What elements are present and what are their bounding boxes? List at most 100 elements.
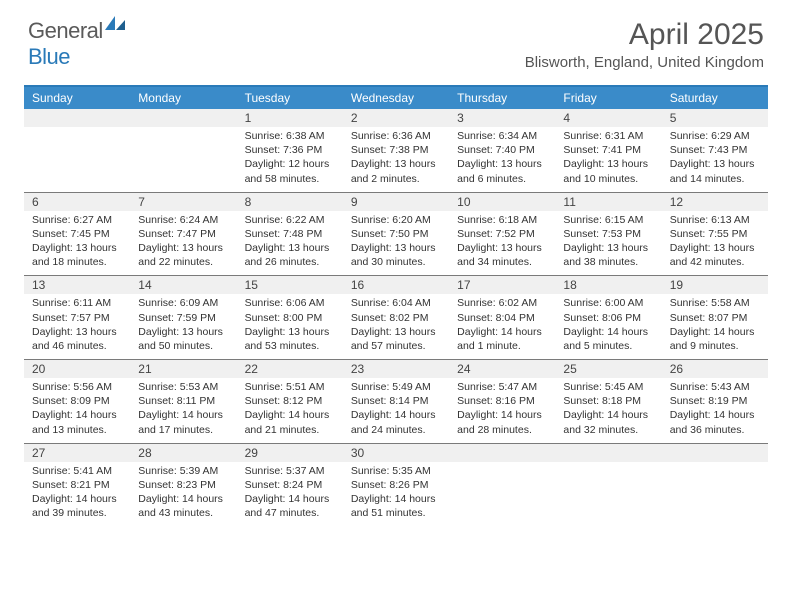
- day-cell: 22Sunrise: 5:51 AMSunset: 8:12 PMDayligh…: [237, 360, 343, 443]
- logo-sail-icon: [105, 12, 127, 38]
- day-cell: 7Sunrise: 6:24 AMSunset: 7:47 PMDaylight…: [130, 193, 236, 276]
- sunrise-line: Sunrise: 5:45 AM: [563, 380, 653, 394]
- day-number: 26: [662, 360, 768, 378]
- sunset-line: Sunset: 7:40 PM: [457, 143, 547, 157]
- sunrise-line: Sunrise: 6:27 AM: [32, 213, 122, 227]
- sunset-line: Sunset: 7:55 PM: [670, 227, 760, 241]
- day-data: Sunrise: 6:38 AMSunset: 7:36 PMDaylight:…: [237, 127, 343, 192]
- header: General Blue April 2025 Blisworth, Engla…: [0, 0, 792, 79]
- day-cell: 15Sunrise: 6:06 AMSunset: 8:00 PMDayligh…: [237, 276, 343, 359]
- sunset-line: Sunset: 8:12 PM: [245, 394, 335, 408]
- daylight-line: Daylight: 14 hours and 51 minutes.: [351, 492, 441, 520]
- day-data: [24, 127, 130, 185]
- day-number: 8: [237, 193, 343, 211]
- day-number: 2: [343, 109, 449, 127]
- daylight-line: Daylight: 13 hours and 26 minutes.: [245, 241, 335, 269]
- day-number: 28: [130, 444, 236, 462]
- day-cell: [24, 109, 130, 192]
- daylight-line: Daylight: 13 hours and 14 minutes.: [670, 157, 760, 185]
- day-number: 13: [24, 276, 130, 294]
- daylight-line: Daylight: 14 hours and 21 minutes.: [245, 408, 335, 436]
- month-title: April 2025: [525, 18, 764, 52]
- daylight-line: Daylight: 13 hours and 22 minutes.: [138, 241, 228, 269]
- day-number: 21: [130, 360, 236, 378]
- day-cell: 2Sunrise: 6:36 AMSunset: 7:38 PMDaylight…: [343, 109, 449, 192]
- logo-text: General Blue: [28, 18, 127, 70]
- sunset-line: Sunset: 7:36 PM: [245, 143, 335, 157]
- day-cell: 3Sunrise: 6:34 AMSunset: 7:40 PMDaylight…: [449, 109, 555, 192]
- day-cell: 6Sunrise: 6:27 AMSunset: 7:45 PMDaylight…: [24, 193, 130, 276]
- day-number: 7: [130, 193, 236, 211]
- sunrise-line: Sunrise: 6:13 AM: [670, 213, 760, 227]
- sunrise-line: Sunrise: 6:20 AM: [351, 213, 441, 227]
- day-data: Sunrise: 5:47 AMSunset: 8:16 PMDaylight:…: [449, 378, 555, 443]
- day-number: [449, 444, 555, 462]
- daylight-line: Daylight: 14 hours and 39 minutes.: [32, 492, 122, 520]
- day-data: Sunrise: 5:58 AMSunset: 8:07 PMDaylight:…: [662, 294, 768, 359]
- day-cell: 17Sunrise: 6:02 AMSunset: 8:04 PMDayligh…: [449, 276, 555, 359]
- sunrise-line: Sunrise: 5:43 AM: [670, 380, 760, 394]
- sunrise-line: Sunrise: 5:37 AM: [245, 464, 335, 478]
- day-cell: 21Sunrise: 5:53 AMSunset: 8:11 PMDayligh…: [130, 360, 236, 443]
- day-data: Sunrise: 5:56 AMSunset: 8:09 PMDaylight:…: [24, 378, 130, 443]
- day-data: Sunrise: 6:24 AMSunset: 7:47 PMDaylight:…: [130, 211, 236, 276]
- day-data: Sunrise: 6:13 AMSunset: 7:55 PMDaylight:…: [662, 211, 768, 276]
- day-data: Sunrise: 6:29 AMSunset: 7:43 PMDaylight:…: [662, 127, 768, 192]
- daylight-line: Daylight: 14 hours and 5 minutes.: [563, 325, 653, 353]
- sunrise-line: Sunrise: 6:00 AM: [563, 296, 653, 310]
- day-number: 3: [449, 109, 555, 127]
- day-cell: [130, 109, 236, 192]
- day-data: [555, 462, 661, 520]
- logo-word-blue: Blue: [28, 44, 70, 69]
- day-number: 20: [24, 360, 130, 378]
- day-data: Sunrise: 5:37 AMSunset: 8:24 PMDaylight:…: [237, 462, 343, 527]
- day-cell: 16Sunrise: 6:04 AMSunset: 8:02 PMDayligh…: [343, 276, 449, 359]
- day-number: 6: [24, 193, 130, 211]
- day-cell: 20Sunrise: 5:56 AMSunset: 8:09 PMDayligh…: [24, 360, 130, 443]
- day-cell: 18 Sunrise: 6:00 AMSunset: 8:06 PMDayligh…: [555, 276, 661, 359]
- day-data: Sunrise: 5:45 AMSunset: 8:18 PMDaylight:…: [555, 378, 661, 443]
- day-header: Friday: [555, 87, 661, 109]
- sunset-line: Sunset: 8:26 PM: [351, 478, 441, 492]
- day-cell: 26Sunrise: 5:43 AMSunset: 8:19 PMDayligh…: [662, 360, 768, 443]
- daylight-line: Daylight: 13 hours and 6 minutes.: [457, 157, 547, 185]
- daylight-line: Daylight: 13 hours and 57 minutes.: [351, 325, 441, 353]
- day-number: 9: [343, 193, 449, 211]
- day-cell: 9Sunrise: 6:20 AMSunset: 7:50 PMDaylight…: [343, 193, 449, 276]
- sunrise-line: Sunrise: 5:58 AM: [670, 296, 760, 310]
- sunset-line: Sunset: 7:38 PM: [351, 143, 441, 157]
- daylight-line: Daylight: 13 hours and 38 minutes.: [563, 241, 653, 269]
- sunrise-line: Sunrise: 6:09 AM: [138, 296, 228, 310]
- sunrise-line: Sunrise: 6:11 AM: [32, 296, 122, 310]
- day-header-row: SundayMondayTuesdayWednesdayThursdayFrid…: [24, 87, 768, 109]
- sunset-line: Sunset: 8:18 PM: [563, 394, 653, 408]
- week-row: 13 Sunrise: 6:11 AMSunset: 7:57 PM Dayligh…: [24, 275, 768, 359]
- sunset-line: Sunset: 7:57 PM: [32, 311, 122, 325]
- sunset-line: Sunset: 7:53 PM: [563, 227, 653, 241]
- sunset-line: Sunset: 8:16 PM: [457, 394, 547, 408]
- day-cell: 14Sunrise: 6:09 AMSunset: 7:59 PMDayligh…: [130, 276, 236, 359]
- sunset-line: Sunset: 8:21 PM: [32, 478, 122, 492]
- sunrise-line: Sunrise: 5:47 AM: [457, 380, 547, 394]
- logo: General Blue: [28, 18, 127, 70]
- day-number: 25: [555, 360, 661, 378]
- sunrise-line: Sunrise: 6:29 AM: [670, 129, 760, 143]
- sunset-line: Sunset: 8:06 PM: [563, 311, 653, 325]
- daylight-line: Daylight: 14 hours and 32 minutes.: [563, 408, 653, 436]
- sunrise-line: Sunrise: 6:22 AM: [245, 213, 335, 227]
- day-cell: 12Sunrise: 6:13 AMSunset: 7:55 PMDayligh…: [662, 193, 768, 276]
- daylight-line: Daylight: 13 hours and 53 minutes.: [245, 325, 335, 353]
- day-data: [662, 462, 768, 520]
- sunrise-line: Sunrise: 5:41 AM: [32, 464, 122, 478]
- sunrise-line: Sunrise: 6:02 AM: [457, 296, 547, 310]
- day-number: 10: [449, 193, 555, 211]
- day-data: Sunrise: 6:27 AMSunset: 7:45 PMDaylight:…: [24, 211, 130, 276]
- day-number: 18: [555, 276, 661, 294]
- day-number: 24: [449, 360, 555, 378]
- day-cell: 11Sunrise: 6:15 AMSunset: 7:53 PMDayligh…: [555, 193, 661, 276]
- daylight-line: Daylight: 13 hours and 50 minutes.: [138, 325, 228, 353]
- daylight-line: Daylight: 14 hours and 1 minute.: [457, 325, 547, 353]
- location-text: Blisworth, England, United Kingdom: [525, 54, 764, 71]
- day-cell: 13Sunrise: 6:11 AMSunset: 7:57 PMDayligh…: [24, 276, 130, 359]
- day-cell: 10Sunrise: 6:18 AMSunset: 7:52 PMDayligh…: [449, 193, 555, 276]
